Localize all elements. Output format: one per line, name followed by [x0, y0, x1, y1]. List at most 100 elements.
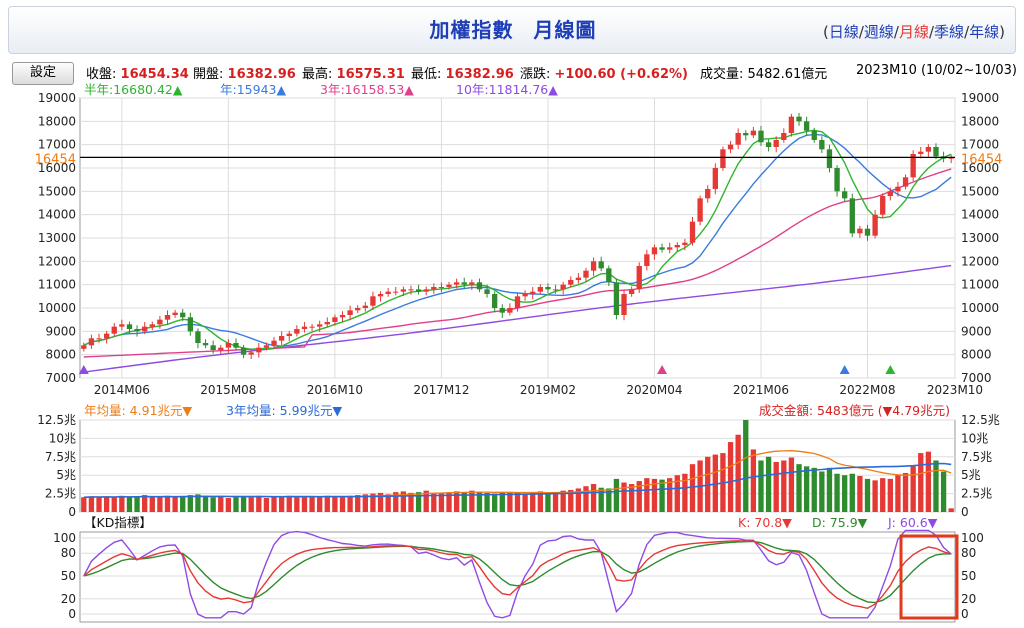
volume-bar [590, 484, 597, 512]
candle-body [758, 130, 764, 143]
volume-bar [933, 460, 939, 512]
candle-body [438, 287, 445, 288]
ma-cross-marker [78, 365, 89, 374]
candle-body [415, 289, 422, 292]
volume-bar [347, 495, 353, 512]
volume-bar [750, 449, 757, 512]
volume-bar [735, 434, 741, 512]
volume-bar [149, 497, 155, 512]
candle-body [667, 247, 673, 250]
price-tick-right: 7000 [961, 371, 992, 385]
volume-legend-item: 3年均量: 5.99兆元▼ [226, 403, 342, 418]
candle-body [765, 142, 772, 147]
period-month[interactable]: 月線 [898, 23, 929, 41]
candle-body [583, 270, 589, 278]
kd-tick-right: 80 [961, 546, 976, 560]
volume-bar [286, 495, 292, 512]
price-tick-left: 11000 [38, 278, 76, 292]
quote-close: 收盤: 16454.34 [86, 67, 189, 82]
price-tick-left: 14000 [38, 208, 76, 222]
volume-bar [940, 471, 947, 512]
volume-bar [362, 494, 368, 512]
price-tick-right: 13000 [961, 231, 999, 245]
kd-j-line [83, 529, 952, 619]
price-legend-item: 年:15943▲ [220, 82, 286, 97]
price-tick-right: 16000 [961, 161, 999, 175]
period-year[interactable]: 年線 [969, 23, 1000, 41]
candle-body [743, 133, 749, 136]
volume-bar [842, 475, 848, 512]
candle-body [514, 296, 521, 308]
price-tick-left: 13000 [38, 231, 76, 245]
kd-d-line [83, 540, 952, 604]
volume-bar [743, 420, 749, 512]
volume-bar [256, 495, 262, 512]
candle-body [180, 312, 186, 318]
volume-bar [887, 478, 893, 512]
candle-body [423, 289, 429, 292]
volume-bar [682, 473, 688, 512]
volume-bar [202, 496, 209, 512]
candle-body [682, 242, 688, 245]
price-tick-left: 18000 [38, 114, 76, 128]
period-day[interactable]: 日線 [828, 23, 859, 41]
candle-body [598, 261, 604, 269]
volume-bar [796, 464, 802, 512]
volume-bar [530, 492, 536, 512]
volume-bar [788, 457, 795, 512]
candle-body [172, 312, 178, 315]
volume-bar [355, 495, 361, 512]
kd-k-line [83, 540, 952, 610]
candle-body [202, 343, 209, 346]
candle-body [689, 221, 696, 243]
volume-bar [377, 492, 384, 512]
price-tick-left: 8000 [45, 348, 76, 362]
volume-bar [317, 497, 323, 512]
candle-body [324, 322, 330, 325]
candle-body [347, 310, 353, 315]
candle-body [278, 336, 285, 341]
volume-bar [88, 496, 95, 512]
candle-body [636, 266, 642, 290]
candle-body [142, 326, 148, 332]
candle-body [210, 345, 216, 350]
volume-bar [667, 478, 673, 512]
volume-bar [400, 491, 407, 512]
candle-body [286, 333, 292, 336]
candle-body [88, 338, 95, 346]
period-quarter[interactable]: 季線 [934, 23, 965, 41]
volume-bar [332, 496, 338, 512]
volume-bar [849, 473, 855, 512]
ma-cross-marker [885, 365, 896, 374]
price-tick-left: 9000 [45, 324, 76, 338]
x-tick-label: 2022M08 [839, 383, 895, 397]
volume-bar [195, 494, 201, 512]
volume-bar [453, 491, 460, 512]
candle-body [552, 289, 559, 291]
candle-body [819, 140, 825, 150]
volume-bar [248, 497, 254, 512]
candle-body [225, 343, 232, 348]
quote-open: 開盤: 16382.96 [193, 67, 296, 82]
kd-tick-right: 0 [961, 607, 969, 621]
kd-j-value: J: 60.6▼ [887, 515, 938, 530]
volume-bar [864, 478, 871, 512]
volume-bar [803, 466, 810, 512]
volume-bar [765, 456, 772, 512]
kd-highlight-box [899, 534, 959, 620]
volume-bar [514, 492, 521, 512]
candle-body [826, 149, 833, 168]
volume-tick-right: 5兆 [961, 468, 981, 482]
volume-tick-right: 12.5兆 [961, 413, 1000, 427]
candle-body [590, 261, 597, 271]
candle-body [195, 331, 201, 343]
price-tick-left: 12000 [38, 254, 76, 268]
candle-body [499, 308, 505, 313]
quote-volume: 成交量: 5482.61億元 [700, 67, 828, 82]
chart-header: 加權指數 月線圖 (日線/週線/月線/季線/年線) [8, 6, 1016, 54]
candle-body [887, 191, 893, 196]
volume-bar [408, 492, 414, 512]
volume-bar [918, 453, 924, 512]
period-week[interactable]: 週線 [863, 23, 894, 41]
settings-button[interactable]: 設定 [12, 62, 74, 85]
